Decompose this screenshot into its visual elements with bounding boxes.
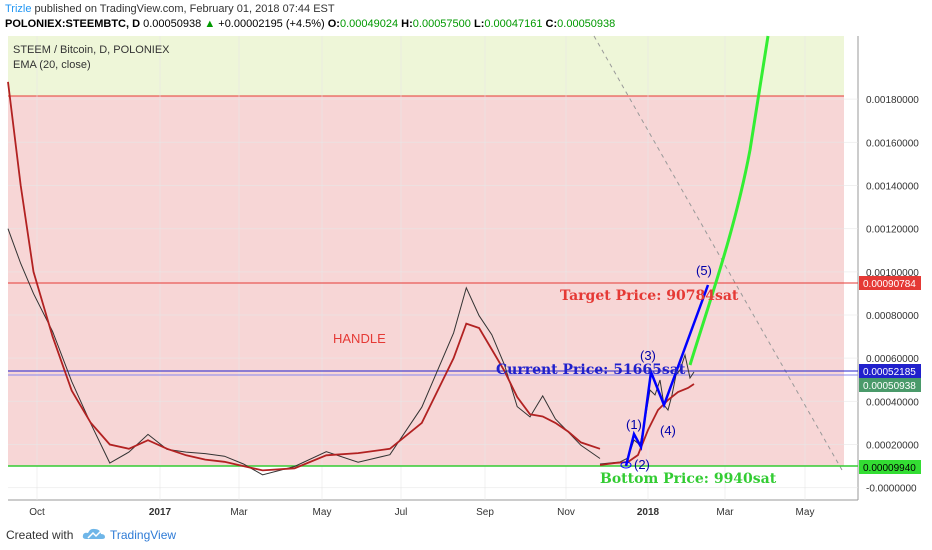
y-tick-label: 0.00120000: [866, 225, 919, 236]
series-legend[interactable]: STEEM / Bitcoin, D, POLONIEX: [13, 44, 170, 56]
low-label: L:: [473, 18, 485, 30]
target-tag: 0.00090784: [863, 279, 916, 290]
zone-upper: [8, 36, 844, 96]
footer: Created with TradingView: [0, 520, 932, 550]
x-tick-label: May: [796, 507, 815, 518]
x-tick-label: Sep: [476, 507, 494, 518]
tradingview-cloud-icon: [82, 528, 105, 539]
publish-text: published on TradingView.com, February 0…: [34, 3, 335, 15]
target-price-label: Target Price: 90784sat: [560, 288, 739, 304]
price-series-line: [7, 228, 601, 476]
open-label: O:: [327, 18, 340, 30]
last-value: 0.00050938: [143, 18, 202, 30]
open-value: 0.00049024: [339, 18, 399, 30]
wave1-label: (1): [626, 417, 642, 432]
ohlc-line: POLONIEX:STEEMBTC, D 0.00050938 ▲ +0.000…: [5, 18, 615, 30]
wave3-label: (3): [640, 348, 656, 363]
high-value: 0.00057500: [412, 18, 471, 30]
wave4-label: (4): [660, 423, 676, 438]
projection-curve: [688, 35, 770, 366]
y-axis-labels: 0.00180000 0.00160000 0.00140000 0.00120000…: [866, 95, 919, 495]
y-tick-label: 0.00160000: [866, 138, 919, 149]
y-tick-label: 0.00080000: [866, 311, 919, 322]
symbol-label: POLONIEX:STEEMBTC, D: [5, 18, 141, 30]
x-tick-label: 2017: [149, 507, 172, 518]
publish-line: Trizle published on TradingView.com, Feb…: [5, 3, 335, 15]
indicator-legend[interactable]: EMA (20, close): [13, 59, 91, 71]
change-value: +0.00002195 (+4.5%): [218, 18, 325, 30]
chart-header: Trizle published on TradingView.com, Feb…: [0, 0, 932, 36]
zone-lower: [8, 96, 844, 466]
high-label: H:: [401, 18, 413, 30]
x-tick-label: May: [313, 507, 332, 518]
y-tick-label: 0.00180000: [866, 95, 919, 106]
y-tick-label: 0.00020000: [866, 441, 919, 452]
last-tag: 0.00050938: [863, 381, 916, 392]
wave5-label: (5): [696, 263, 712, 278]
tradingview-brand[interactable]: TradingView: [110, 528, 177, 542]
change-arrow-icon: ▲: [204, 18, 216, 30]
bottom-price-label: Bottom Price: 9940sat: [600, 471, 777, 487]
y-tick-label: -0.0000000: [866, 484, 917, 495]
x-tick-label: Nov: [557, 507, 575, 518]
created-with-text: Created with: [6, 528, 74, 542]
target-tag-bg: [859, 276, 921, 290]
x-tick-label: Oct: [29, 507, 45, 518]
ema-series-line: [7, 81, 601, 472]
x-tick-label: Mar: [716, 507, 734, 518]
current-tag-bg: [859, 364, 921, 378]
wave2-label: (2): [634, 457, 650, 472]
x-tick-label: Mar: [230, 507, 248, 518]
current-tag: 0.00052185: [863, 367, 916, 378]
elliott-wave-line: [624, 284, 710, 467]
last-tag-bg: [859, 378, 921, 392]
current-price-label: Current Price: 51665sat: [496, 362, 686, 378]
x-tick-label: Jul: [395, 507, 408, 518]
y-tick-label: 0.00040000: [866, 397, 919, 408]
author-link[interactable]: Trizle: [5, 3, 32, 15]
y-tick-label: 0.00140000: [866, 182, 919, 193]
y-tick-label: 0.00100000: [866, 268, 919, 279]
bottom-tag: 0.00009940: [863, 463, 916, 474]
wave2-marker: [620, 461, 632, 469]
x-axis-labels: Oct 2017 Mar May Jul Sep Nov 2018 Mar May: [29, 507, 814, 518]
recent-ema-segment: [599, 383, 695, 466]
close-label: C:: [545, 18, 558, 30]
low-value: 0.00047161: [484, 18, 543, 30]
close-value: 0.00050938: [557, 18, 616, 30]
x-tick-label: 2018: [637, 507, 660, 518]
dashed-trendline: [593, 35, 843, 471]
y-tick-label: 0.00060000: [866, 354, 919, 365]
handle-annotation: HANDLE: [333, 331, 386, 346]
bottom-tag-bg: [859, 460, 921, 474]
